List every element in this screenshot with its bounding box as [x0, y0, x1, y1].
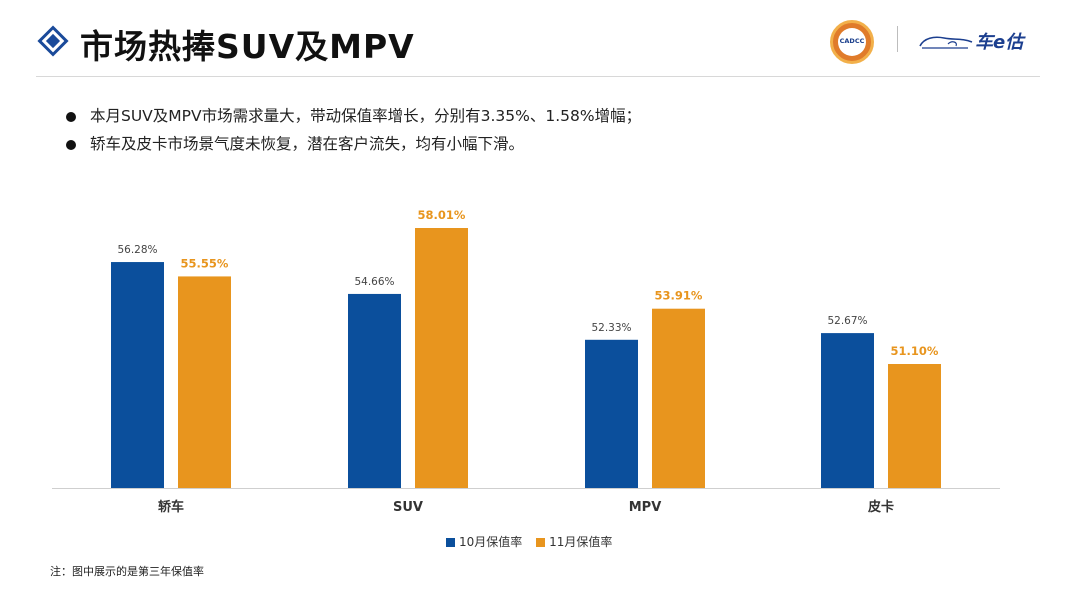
footnote: 注：图中展示的是第三年保值率 — [50, 565, 204, 578]
bullet-dot-icon — [66, 112, 76, 122]
bullet-dot-icon — [66, 140, 76, 150]
chart-legend: 10月保值率 11月保值率 — [446, 533, 622, 550]
bar-nov-0 — [178, 276, 231, 488]
category-label-1: SUV — [393, 500, 423, 515]
data-label-oct-3: 52.67% — [827, 315, 867, 327]
bar-oct-2 — [585, 339, 638, 488]
data-label-nov-1: 58.01% — [418, 208, 466, 222]
bar-oct-3 — [821, 333, 874, 488]
legend-item-oct: 10月保值率 — [446, 533, 522, 550]
seal-text: CADCC — [839, 37, 865, 45]
header-divider — [36, 76, 1040, 77]
bar-chart: 56.28% 55.55% 轿车 54.66% 58.01% SUV 52.33% 53.91… — [52, 208, 1000, 515]
page-title: 市场热捧SUV及MPV — [80, 27, 415, 66]
page-header: 市场热捧SUV及MPV CADCC 车e估 — [0, 0, 1080, 80]
legend-swatch-nov — [536, 538, 546, 547]
data-label-oct-0: 56.28% — [117, 244, 157, 256]
logo-divider — [897, 26, 898, 52]
data-label-oct-2: 52.33% — [591, 322, 631, 334]
data-label-nov-2: 53.91% — [655, 289, 703, 303]
data-label-oct-1: 54.66% — [354, 276, 394, 288]
car-logo-icon — [919, 36, 973, 49]
bar-nov-1 — [415, 228, 468, 488]
bar-nov-3 — [888, 364, 941, 488]
bar-oct-1 — [348, 293, 401, 488]
category-label-3: 皮卡 — [867, 499, 894, 515]
bar-nov-2 — [652, 308, 705, 488]
category-label-2: MPV — [629, 500, 662, 515]
legend-item-nov: 11月保值率 — [536, 533, 612, 550]
bar-oct-0 — [111, 262, 164, 488]
brand-logo-text: 车e估 — [975, 32, 1024, 53]
category-label-0: 轿车 — [158, 499, 184, 515]
data-label-nov-0: 55.55% — [181, 256, 229, 270]
data-label-nov-3: 51.10% — [891, 344, 939, 358]
cadcc-seal-logo: CADCC — [830, 20, 874, 64]
legend-swatch-oct — [446, 538, 455, 547]
